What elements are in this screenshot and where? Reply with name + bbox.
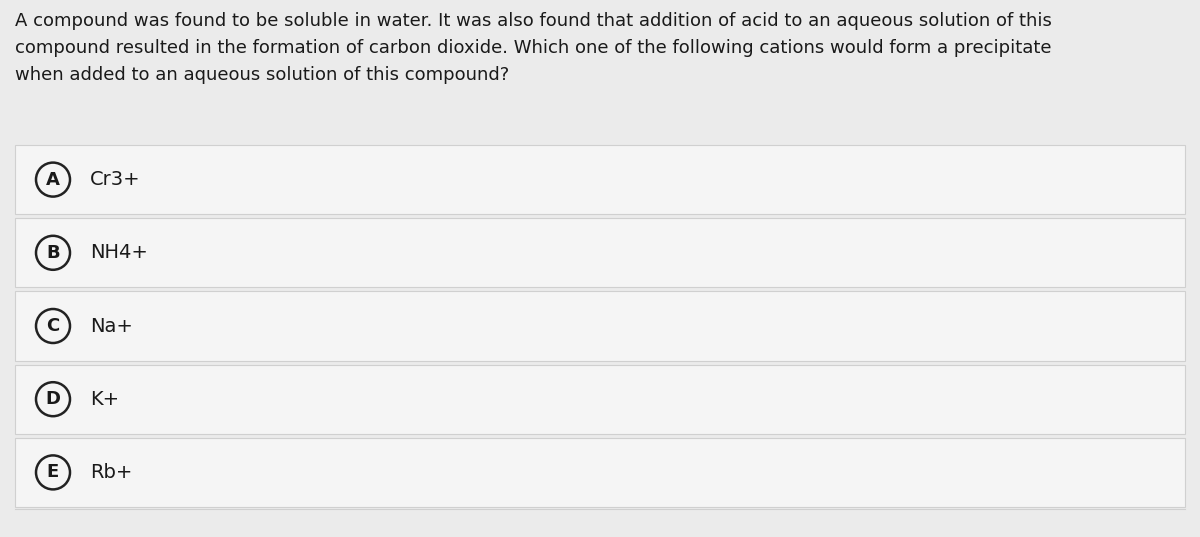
FancyBboxPatch shape [14, 145, 1186, 214]
Text: C: C [47, 317, 60, 335]
Text: Rb+: Rb+ [90, 463, 132, 482]
Text: A compound was found to be soluble in water. It was also found that addition of : A compound was found to be soluble in wa… [14, 12, 1052, 84]
FancyBboxPatch shape [14, 218, 1186, 287]
Ellipse shape [36, 309, 70, 343]
Text: A: A [46, 171, 60, 188]
Text: B: B [46, 244, 60, 262]
Text: Na+: Na+ [90, 316, 133, 336]
Ellipse shape [36, 382, 70, 416]
Text: E: E [47, 463, 59, 481]
Ellipse shape [36, 163, 70, 197]
Ellipse shape [36, 455, 70, 489]
FancyBboxPatch shape [14, 365, 1186, 434]
Text: D: D [46, 390, 60, 408]
FancyBboxPatch shape [14, 438, 1186, 507]
Text: NH4+: NH4+ [90, 243, 148, 262]
Text: K+: K+ [90, 390, 119, 409]
FancyBboxPatch shape [14, 292, 1186, 361]
Ellipse shape [36, 236, 70, 270]
Text: Cr3+: Cr3+ [90, 170, 140, 189]
